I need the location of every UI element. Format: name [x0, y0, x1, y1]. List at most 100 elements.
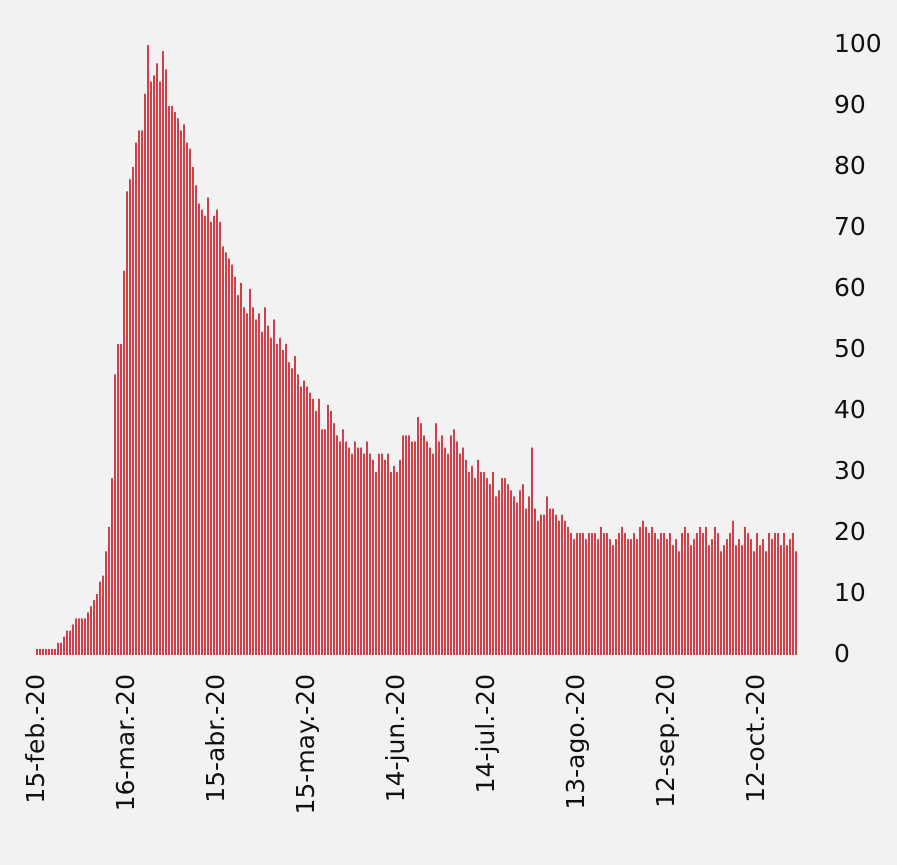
- bar: [792, 533, 794, 655]
- bar: [486, 478, 488, 655]
- y-tick-label: 10: [834, 578, 866, 607]
- bar: [573, 539, 575, 655]
- bar: [549, 508, 551, 655]
- bar: [582, 533, 584, 655]
- x-tick-label: 15-feb.-20: [21, 674, 50, 804]
- bar: [96, 594, 98, 655]
- bar: [429, 447, 431, 655]
- bar: [372, 459, 374, 655]
- bar: [675, 539, 677, 655]
- bar: [192, 167, 194, 655]
- bar: [177, 118, 179, 655]
- bar: [48, 648, 50, 655]
- bar: [654, 533, 656, 655]
- y-tick-label: 90: [834, 90, 866, 119]
- bar: [525, 508, 527, 655]
- bar: [114, 374, 116, 655]
- bar: [270, 337, 272, 655]
- bar: [366, 441, 368, 655]
- bar: [144, 93, 146, 656]
- bar: [249, 289, 251, 655]
- bar: [690, 545, 692, 655]
- bar: [396, 472, 398, 655]
- bar: [666, 539, 668, 655]
- bar: [450, 435, 452, 655]
- bar: [423, 435, 425, 655]
- bar: [411, 441, 413, 655]
- bar: [246, 313, 248, 655]
- bar: [723, 545, 725, 655]
- bar: [579, 533, 581, 655]
- bar: [483, 472, 485, 655]
- bar: [123, 270, 125, 655]
- bar: [186, 142, 188, 656]
- bar: [69, 630, 71, 655]
- x-tick-label: 15-abr.-20: [201, 674, 230, 803]
- bar: [210, 221, 212, 655]
- bar: [768, 533, 770, 655]
- bar: [51, 648, 53, 655]
- bar: [558, 520, 560, 655]
- bar: [627, 539, 629, 655]
- bar: [480, 472, 482, 655]
- bar: [297, 374, 299, 655]
- bar: [699, 526, 701, 655]
- bar: [531, 447, 533, 655]
- bar: [585, 539, 587, 655]
- y-tick-label: 80: [834, 151, 866, 180]
- bar: [66, 630, 68, 655]
- bar: [228, 258, 230, 655]
- bar: [147, 45, 149, 655]
- bar: [717, 533, 719, 655]
- bar: [543, 514, 545, 655]
- bar: [231, 264, 233, 655]
- bar: [207, 197, 209, 655]
- bar: [639, 526, 641, 655]
- bar: [747, 533, 749, 655]
- bar: [612, 545, 614, 655]
- x-tick-label: 16-mar.-20: [111, 674, 140, 811]
- bar: [345, 441, 347, 655]
- bar: [720, 551, 722, 655]
- x-tick-label: 12-sep.-20: [651, 674, 680, 808]
- y-tick-label: 50: [834, 334, 866, 363]
- bar: [306, 386, 308, 655]
- bar: [774, 533, 776, 655]
- bar: [153, 75, 155, 655]
- bar: [174, 112, 176, 656]
- bar: [567, 526, 569, 655]
- bar: [477, 459, 479, 655]
- y-tick-label: 60: [834, 273, 866, 302]
- bar: [489, 484, 491, 655]
- bar: [522, 484, 524, 655]
- bar: [387, 453, 389, 655]
- bar: [648, 533, 650, 655]
- bar: [78, 618, 80, 655]
- bar: [243, 307, 245, 655]
- bar: [72, 624, 74, 655]
- bar: [171, 106, 173, 655]
- bar: [141, 130, 143, 655]
- bar: [276, 343, 278, 655]
- bar: [54, 648, 56, 655]
- bar: [615, 539, 617, 655]
- bar: [432, 453, 434, 655]
- bar: [45, 648, 47, 655]
- bar: [444, 447, 446, 655]
- bar: [735, 545, 737, 655]
- bar: [474, 478, 476, 655]
- bar: [681, 533, 683, 655]
- bar: [696, 533, 698, 655]
- bar: [438, 441, 440, 655]
- bar: [156, 63, 158, 656]
- bar: [561, 514, 563, 655]
- bar: [225, 252, 227, 655]
- bar: [732, 520, 734, 655]
- bar: [219, 221, 221, 655]
- bar: [468, 472, 470, 655]
- bar: [234, 276, 236, 655]
- x-tick-label: 14-jul.-20: [471, 674, 500, 793]
- bar: [264, 307, 266, 655]
- bar: [498, 490, 500, 655]
- x-tick-label: 14-jun.-20: [381, 674, 410, 802]
